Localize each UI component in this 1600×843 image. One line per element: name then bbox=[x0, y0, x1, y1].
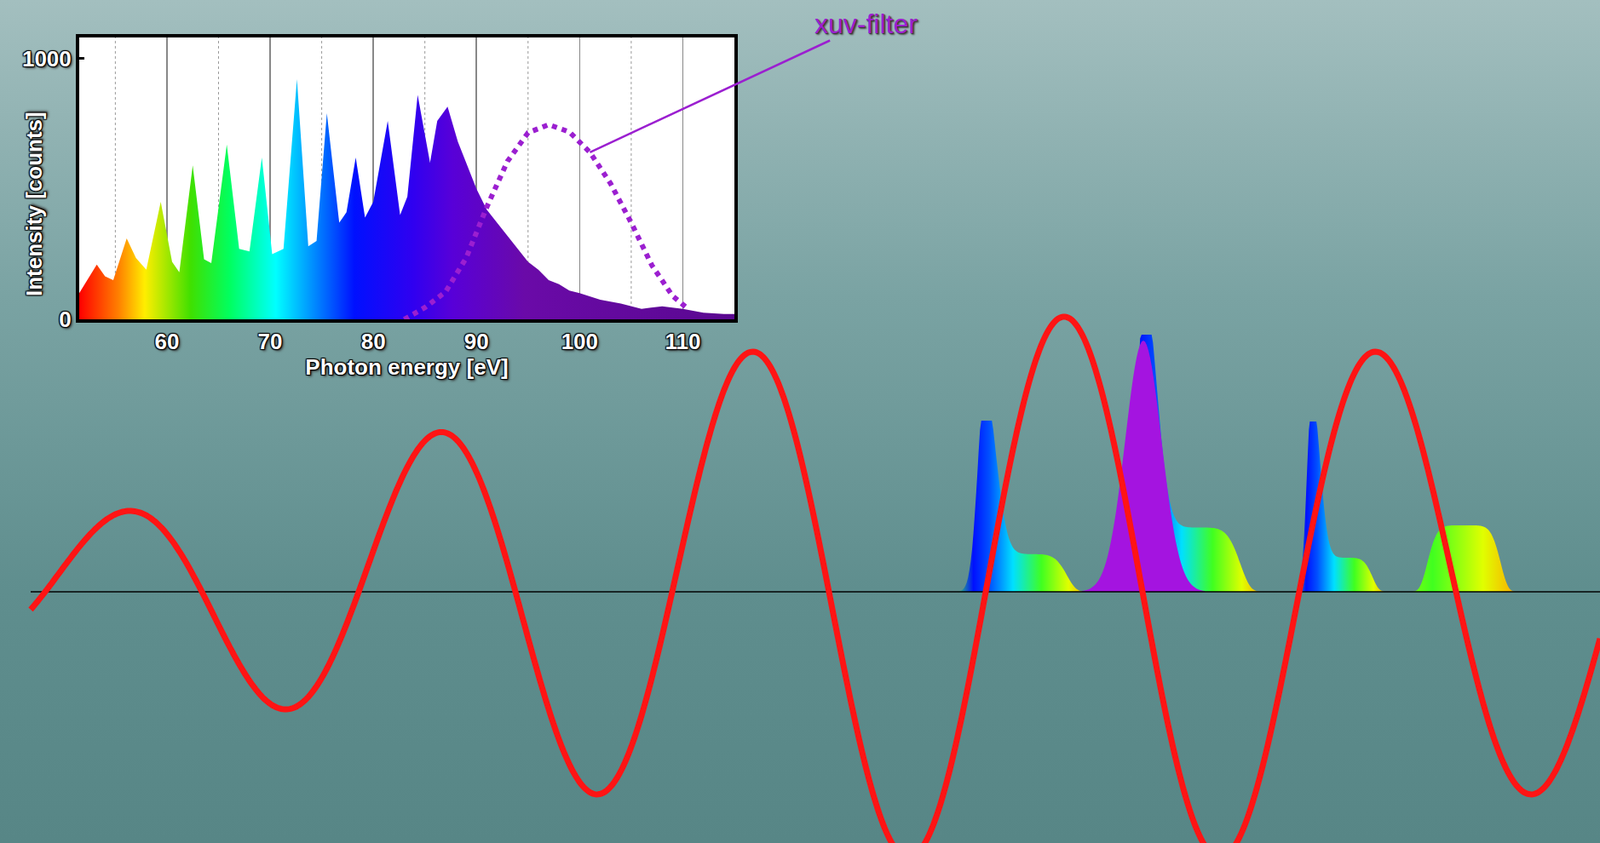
svg-text:90: 90 bbox=[464, 328, 490, 355]
svg-text:0: 0 bbox=[58, 306, 71, 333]
svg-text:110: 110 bbox=[664, 328, 701, 355]
svg-text:Photon energy [eV]: Photon energy [eV] bbox=[305, 354, 508, 380]
svg-text:60: 60 bbox=[154, 328, 179, 355]
svg-text:70: 70 bbox=[258, 328, 283, 355]
svg-text:xuv-filter: xuv-filter bbox=[814, 8, 918, 40]
svg-text:100: 100 bbox=[561, 328, 599, 355]
svg-text:80: 80 bbox=[361, 328, 386, 355]
svg-text:1000: 1000 bbox=[22, 46, 72, 72]
svg-text:Intensity [counts]: Intensity [counts] bbox=[21, 111, 47, 297]
